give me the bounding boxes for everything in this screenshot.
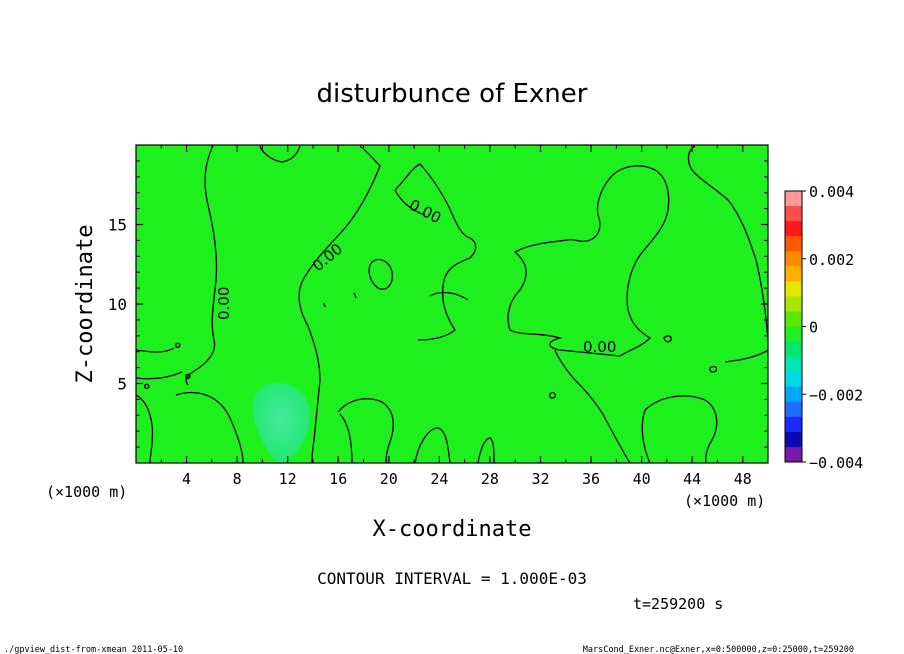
colorbar-swatch [785,326,802,343]
plot-area [136,145,768,463]
y-tick-label: 10 [108,295,127,314]
colorbar-swatch [785,356,802,373]
colorbar-tick-label: 0.002 [809,251,854,269]
x-tick-label: 44 [683,470,701,488]
y-axis-label: Z-coordinate [73,225,98,384]
x-tick-label: 40 [633,470,651,488]
colorbar-swatch [785,416,802,433]
colorbar-swatch [785,266,802,282]
colorbar-swatch [785,446,802,463]
x-tick-label: 20 [380,470,398,488]
y-axis-ticks: 5 10 15 [108,160,768,448]
colorbar-swatch [785,206,802,222]
time-label: t=259200 s [633,595,723,613]
negative-anomaly-region [252,382,311,463]
colorbar-swatch [785,221,802,237]
x-tick-label: 16 [329,470,347,488]
colorbar-tick-label: 0 [809,319,818,337]
y-tick-label: 15 [108,216,127,235]
y-tick-label: 5 [117,375,127,394]
colorbar-swatch [785,341,802,358]
x-axis-unit: (×1000 m) [684,492,765,510]
y-axis-unit: (×1000 m) [46,483,127,501]
x-tick-label: 32 [531,470,549,488]
colorbar-swatch [785,401,802,418]
x-tick-label: 48 [734,470,752,488]
contour-label: 0.00 [215,287,233,320]
x-tick-label: 24 [430,470,448,488]
contour-label: 0.00 [583,338,616,356]
colorbar-swatch [785,371,802,388]
x-tick-label: 28 [481,470,499,488]
colorbar-swatch [785,296,802,312]
x-axis-label: X-coordinate [373,517,532,542]
colorbar-tick-label: −0.004 [809,454,863,472]
x-tick-label: 8 [233,470,242,488]
colorbar-swatch [785,311,802,327]
chart-title: disturbunce of Exner [317,79,588,109]
colorbar-tick-label: −0.002 [809,386,863,404]
x-tick-label: 36 [582,470,600,488]
colorbar: 0.004 0.002 0 −0.002 −0.004 [784,183,863,472]
colorbar-swatch [785,431,802,448]
x-tick-label: 12 [279,470,297,488]
colorbar-swatch [785,191,802,207]
colorbar-swatch [785,386,802,403]
colorbar-swatch [785,236,802,252]
contour-interval: CONTOUR INTERVAL = 1.000E-03 [317,569,587,588]
field-background [136,145,768,463]
colorbar-swatch [785,251,802,267]
footer-right: MarsCond_Exner.nc@Exner,x=0:500000,z=0:2… [583,645,854,654]
x-tick-label: 4 [182,470,191,488]
footer-left: ./gpview_dist-from-xmean 2011-05-10 [4,645,183,654]
x-axis-ticks: 4 8 12 16 20 24 28 32 36 40 44 48 [160,145,752,488]
colorbar-tick-label: 0.004 [809,183,854,201]
colorbar-swatch [785,281,802,297]
